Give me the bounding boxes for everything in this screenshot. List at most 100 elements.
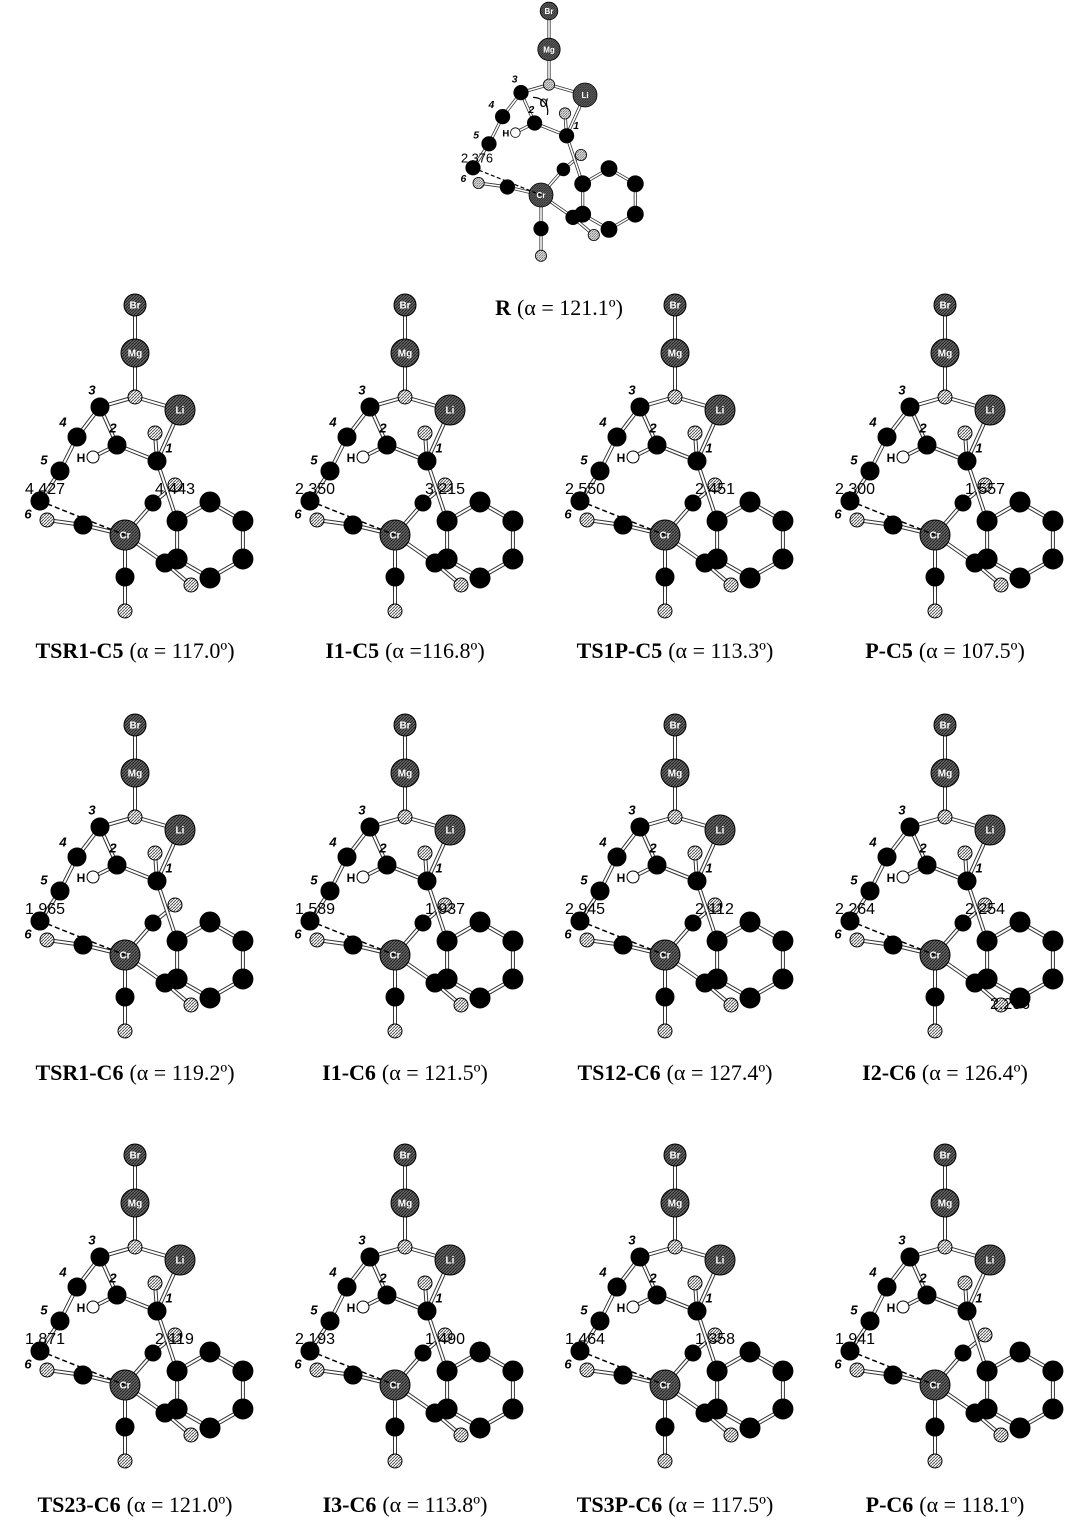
atom: [648, 856, 666, 874]
atom: [310, 513, 324, 527]
position-label: 2: [108, 420, 117, 435]
atom: [608, 1278, 626, 1296]
atom: [627, 451, 639, 463]
distance-label: 2.945: [565, 901, 605, 918]
figure: BrMgLiCrH123456α2.376R(α = 121.1º)BrMgLi…: [0, 0, 1076, 1527]
atom: [437, 931, 457, 951]
atom: [378, 1286, 396, 1304]
position-label: 6: [294, 506, 302, 521]
position-label: 1: [975, 1290, 982, 1305]
atom: [184, 998, 198, 1012]
position-label: 1: [165, 1290, 172, 1305]
h-label: H: [887, 1301, 896, 1315]
atom: [707, 969, 727, 989]
atom: [724, 998, 738, 1012]
atom: [200, 568, 220, 588]
atom: [958, 452, 976, 470]
atom: [68, 1278, 86, 1296]
atom-label: Li: [446, 1256, 455, 1267]
h-label: H: [617, 871, 626, 885]
position-label: 1: [705, 860, 712, 875]
atom: [977, 1399, 997, 1419]
atom: [503, 969, 523, 989]
atom: [575, 176, 591, 192]
atom: [861, 462, 879, 480]
h-label: H: [77, 451, 86, 465]
atom: [878, 428, 896, 446]
caption-name: I2-C6: [862, 1060, 916, 1085]
atom: [1043, 1361, 1063, 1381]
position-label: 1: [435, 860, 442, 875]
atom: [200, 492, 220, 512]
caption: TS1P-C5(α = 113.3º): [577, 638, 774, 663]
atom: [233, 1361, 253, 1381]
atom: [658, 604, 672, 618]
position-label: 3: [88, 382, 96, 397]
structure: BrMgLiCrH1234561.5891.937: [294, 714, 523, 1038]
atom: [861, 1312, 879, 1330]
distance-label: 4.443: [155, 481, 195, 498]
atom: [148, 1302, 166, 1320]
atom: [707, 1399, 727, 1419]
atom: [344, 516, 362, 534]
atom: [388, 1454, 402, 1468]
atom: [344, 1366, 362, 1384]
atom-label: Li: [176, 1256, 185, 1267]
atom: [418, 846, 432, 860]
position-label: 4: [58, 414, 67, 429]
distance-label: 2.112: [695, 901, 734, 918]
atom: [1043, 969, 1063, 989]
atom: [656, 1418, 674, 1436]
atom: [627, 176, 643, 192]
atom: [580, 933, 594, 947]
h-label: H: [617, 451, 626, 465]
caption-angle: (α = 118.1º): [919, 1492, 1024, 1517]
position-label: 6: [834, 506, 842, 521]
position-label: 6: [564, 926, 572, 941]
position-label: 2: [918, 420, 927, 435]
caption: I2-C6(α = 126.4º): [862, 1060, 1028, 1085]
atom: [503, 931, 523, 951]
distance-label: 2.300: [835, 481, 875, 498]
caption: TSR1-C5(α = 117.0º): [35, 638, 234, 663]
distance-label: 1.557: [965, 481, 1005, 498]
position-label: 1: [165, 440, 172, 455]
atom: [87, 1301, 99, 1313]
atom: [1010, 1342, 1030, 1362]
atom-label: Br: [399, 1151, 410, 1162]
atom: [233, 931, 253, 951]
caption-name: TS1P-C5: [577, 638, 663, 663]
atom-label: Br: [129, 301, 140, 312]
position-label: 5: [310, 1302, 318, 1317]
atom: [500, 180, 514, 194]
position-label: 2: [918, 840, 927, 855]
atom: [361, 818, 379, 836]
caption-angle: (α = 121.5º): [382, 1060, 488, 1085]
atom: [688, 426, 702, 440]
atom: [627, 1301, 639, 1313]
atom: [627, 871, 639, 883]
position-label: 3: [512, 75, 518, 86]
atom: [321, 1312, 339, 1330]
caption-angle: (α = 121.0º): [127, 1492, 233, 1517]
atom: [575, 206, 591, 222]
distance-label: 1.937: [425, 901, 465, 918]
atom: [588, 229, 599, 240]
atom: [388, 1024, 402, 1038]
caption: TS23-C6(α = 121.0º): [37, 1492, 232, 1517]
atom-label: Mg: [128, 769, 142, 780]
atom: [68, 428, 86, 446]
atom: [91, 818, 109, 836]
atom: [361, 1248, 379, 1266]
atom-label: Mg: [398, 349, 412, 360]
atom-label: Li: [446, 826, 455, 837]
atom-label: Cr: [119, 1381, 130, 1392]
atom: [503, 1399, 523, 1419]
position-label: 6: [24, 506, 32, 521]
atom: [184, 578, 198, 592]
atom: [897, 1301, 909, 1313]
atom: [884, 936, 902, 954]
